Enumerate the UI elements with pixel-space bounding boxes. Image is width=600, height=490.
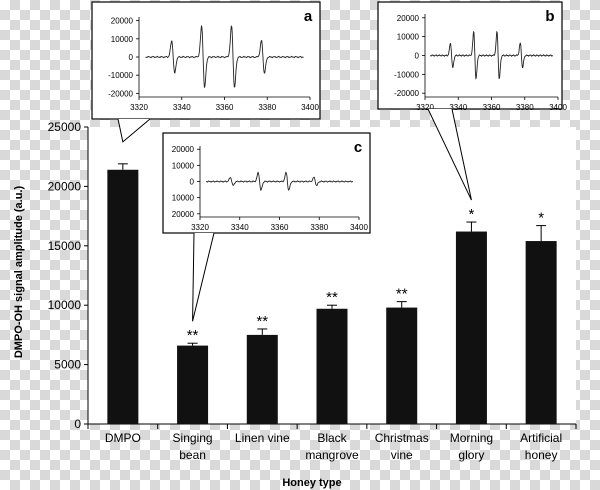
significance-mark: **	[256, 313, 268, 330]
y-tick-label: 5000	[54, 358, 81, 372]
significance-mark: **	[326, 289, 338, 306]
inset-y-tick-label: 20000	[172, 145, 195, 154]
significance-mark: **	[187, 327, 199, 344]
x-tick-label: Artificial	[520, 431, 562, 445]
inset-x-tick-label: 3360	[216, 103, 234, 112]
bar	[386, 307, 418, 424]
y-tick-label: 0	[74, 417, 81, 431]
x-tick-label: honey	[525, 448, 558, 462]
x-tick-label: mangrove	[305, 448, 359, 462]
inset-y-tick-label: -10000	[394, 70, 419, 79]
spectrum-line	[206, 171, 353, 191]
x-tick-label: Singing	[173, 431, 213, 445]
y-tick-label: 20000	[48, 179, 82, 193]
x-tick-label: DMPO	[105, 431, 141, 445]
inset-x-tick-label: 3340	[449, 103, 467, 112]
y-axis-label: DMPO-OH signal amplitude (a.u.)	[13, 185, 25, 358]
inset-x-tick-label: 3380	[258, 103, 276, 112]
inset-y-tick-label: 20000	[172, 210, 195, 219]
x-tick-label: glory	[458, 448, 484, 462]
inset-y-tick-label: -20000	[108, 89, 133, 98]
inset-x-tick-label: 3320	[130, 103, 148, 112]
x-tick-label: vine	[391, 448, 413, 462]
bar	[246, 334, 278, 424]
significance-mark: **	[396, 286, 408, 303]
spectrum-line	[430, 30, 554, 80]
significance-mark: *	[538, 210, 544, 227]
inset-label: b	[545, 8, 554, 25]
x-tick-label: Linen vine	[235, 431, 290, 445]
inset-x-tick-label: 3340	[231, 223, 249, 232]
inset-c: 20000 10000 0 10000 20000 3320 3340 3360 3380 340…	[162, 132, 371, 234]
inset-frame	[162, 132, 371, 234]
inset-a: 20000 10000 0 -10000 -20000 3320 3340 3360 3380 3…	[91, 1, 321, 120]
x-axis-label: Honey type	[282, 477, 341, 489]
inset-label: a	[304, 8, 313, 25]
inset-y-tick-label: 20000	[111, 17, 134, 26]
inset-y-tick-label: 20000	[397, 14, 420, 23]
inset-x-tick-label: 3380	[310, 223, 328, 232]
bar	[455, 231, 487, 424]
inset-y-tick-label: 10000	[397, 33, 420, 42]
x-tick-label: bean	[179, 448, 206, 462]
inset-y-tick-label: -20000	[394, 89, 419, 98]
callout-pointer	[192, 232, 215, 322]
inset-y-tick-label: 0	[415, 52, 420, 61]
x-tick-label: Black	[317, 431, 347, 445]
inset-y-tick-label: 0	[190, 178, 195, 187]
insets: 20000 10000 0 -10000 -20000 3320 3340 3360 3380 3…	[91, 1, 567, 234]
inset-frame	[91, 1, 321, 120]
bar	[177, 345, 209, 424]
callout-pointer	[117, 118, 151, 143]
inset-x-tick-label: 3340	[173, 103, 191, 112]
spectrum-line	[145, 25, 304, 89]
callouts	[117, 108, 472, 322]
inset-x-tick-label: 3360	[483, 103, 501, 112]
inset-label: c	[354, 139, 362, 156]
inset-y-tick-label: -10000	[108, 71, 133, 80]
y-tick-label: 25000	[48, 120, 82, 134]
bar	[316, 308, 348, 424]
inset-x-tick-label: 3320	[416, 103, 434, 112]
y-tick-label: 15000	[48, 239, 82, 253]
inset-y-tick-label: 10000	[172, 161, 195, 170]
inset-y-tick-label: 0	[129, 53, 134, 62]
bar	[525, 241, 557, 424]
bar	[107, 169, 139, 424]
inset-x-tick-label: 3400	[350, 223, 368, 232]
significance-mark: *	[469, 206, 475, 223]
x-tick-label: Christmas	[375, 431, 429, 445]
inset-x-tick-label: 3360	[271, 223, 289, 232]
inset-x-tick-label: 3400	[549, 103, 567, 112]
inset-x-tick-label: 3400	[301, 103, 319, 112]
inset-b: 20000 10000 0 -10000 -20000 3320 3340 3360 3380 3…	[377, 1, 567, 112]
x-tick-label: Morning	[450, 431, 493, 445]
callout-pointer	[427, 108, 472, 201]
y-tick-label: 10000	[48, 298, 82, 312]
inset-y-tick-label: 10000	[172, 194, 195, 203]
inset-x-tick-label: 3380	[516, 103, 534, 112]
inset-x-tick-label: 3320	[191, 223, 209, 232]
inset-y-tick-label: 10000	[111, 35, 134, 44]
